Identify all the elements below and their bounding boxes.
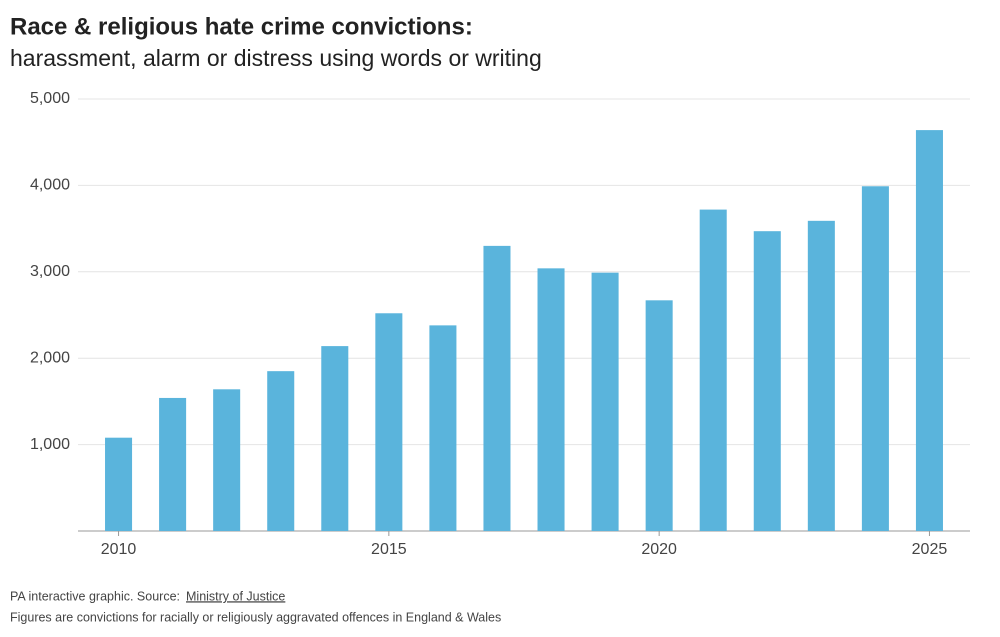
bar xyxy=(591,272,619,531)
x-tick-label: 2015 xyxy=(371,541,407,558)
bar xyxy=(321,346,349,531)
y-tick-label: 5,000 xyxy=(30,90,70,107)
source-link[interactable]: Ministry of Justice xyxy=(186,589,285,603)
y-tick-label: 3,000 xyxy=(30,263,70,280)
source-text: PA interactive graphic. Source: xyxy=(10,589,180,603)
x-tick-label: 2025 xyxy=(912,541,948,558)
bar xyxy=(753,231,781,531)
bar xyxy=(699,209,727,532)
bar xyxy=(375,313,403,531)
x-tick-label: 2010 xyxy=(101,541,137,558)
chart-title: Race & religious hate crime convictions: xyxy=(10,13,473,40)
bar xyxy=(429,325,457,531)
footnote: Figures are convictions for racially or … xyxy=(10,610,501,624)
bar xyxy=(213,389,241,531)
y-tick-label: 4,000 xyxy=(30,177,70,194)
x-tick-label: 2020 xyxy=(641,541,677,558)
bar xyxy=(861,186,889,531)
bar xyxy=(159,397,187,531)
bar xyxy=(105,437,133,531)
bar xyxy=(267,371,295,531)
bar xyxy=(537,268,565,531)
bar xyxy=(645,300,673,531)
bar xyxy=(915,130,943,531)
y-tick-label: 1,000 xyxy=(30,436,70,453)
bar xyxy=(483,245,511,531)
y-tick-label: 2,000 xyxy=(30,349,70,366)
chart-subtitle: harassment, alarm or distress using word… xyxy=(10,45,542,71)
bar xyxy=(807,220,835,531)
